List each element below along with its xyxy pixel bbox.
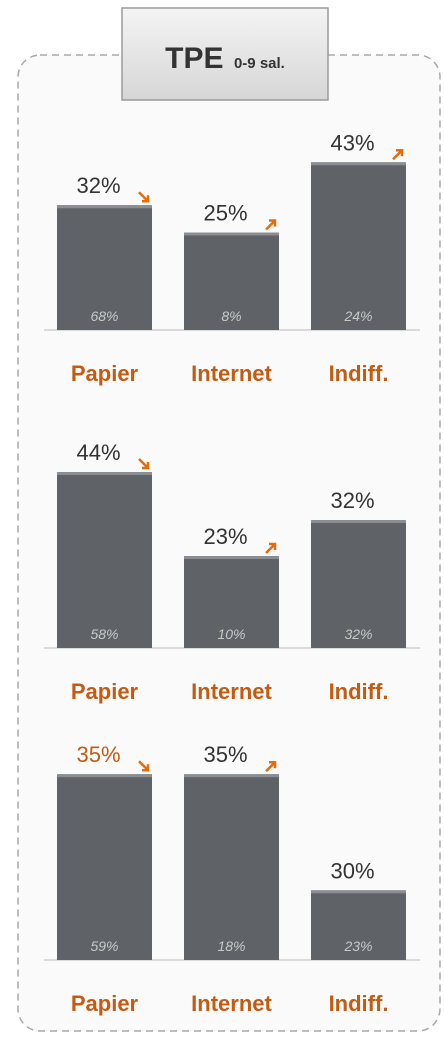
bar-top-edge bbox=[184, 774, 279, 778]
bar-top-edge bbox=[184, 232, 279, 236]
bar-top-edge bbox=[57, 472, 152, 475]
trend-arrow bbox=[265, 760, 277, 773]
inner-label: 23% bbox=[343, 938, 372, 954]
inner-label: 18% bbox=[217, 938, 245, 954]
value-label: 44% bbox=[76, 440, 120, 465]
bar bbox=[57, 205, 152, 330]
category-label: Papier bbox=[71, 361, 139, 386]
inner-label: 10% bbox=[217, 626, 245, 642]
category-label: Internet bbox=[191, 361, 272, 386]
bar-top-edge bbox=[311, 890, 406, 894]
category-label: Indiff. bbox=[329, 679, 389, 704]
value-label: 43% bbox=[330, 130, 374, 155]
category-label: Papier bbox=[71, 991, 139, 1016]
category-label: Indiff. bbox=[329, 361, 389, 386]
value-label: 35% bbox=[76, 742, 120, 767]
header-box bbox=[121, 7, 329, 101]
value-label: 32% bbox=[76, 173, 120, 198]
inner-label: 24% bbox=[343, 308, 372, 324]
bar bbox=[311, 162, 406, 330]
category-label: Indiff. bbox=[329, 991, 389, 1016]
trend-arrow bbox=[265, 219, 277, 231]
value-label: 25% bbox=[203, 201, 247, 226]
bar-top-edge bbox=[57, 774, 152, 778]
bar bbox=[57, 472, 152, 648]
inner-label: 32% bbox=[344, 626, 372, 642]
value-label: 32% bbox=[330, 488, 374, 513]
bar-top-edge bbox=[311, 520, 406, 523]
bar-top-edge bbox=[184, 556, 279, 559]
bar bbox=[311, 520, 406, 648]
bar bbox=[57, 774, 152, 960]
header-subtitle: 0-9 sal. bbox=[234, 55, 285, 72]
category-label: Papier bbox=[71, 679, 139, 704]
trend-arrow bbox=[138, 191, 150, 203]
trend-arrow bbox=[392, 149, 404, 161]
trend-arrow bbox=[138, 760, 150, 772]
bar-top-edge bbox=[311, 162, 406, 166]
trend-arrow bbox=[265, 542, 277, 554]
category-label: Internet bbox=[191, 991, 272, 1016]
bar-top-edge bbox=[57, 205, 152, 209]
value-label: 35% bbox=[203, 742, 247, 767]
trend-arrow bbox=[138, 458, 150, 470]
header-title: TPE bbox=[165, 42, 223, 75]
inner-label: 58% bbox=[90, 626, 118, 642]
bar bbox=[311, 890, 406, 960]
inner-label: 68% bbox=[90, 308, 118, 324]
value-label: 23% bbox=[203, 524, 247, 549]
header: TPE 0-9 sal. bbox=[165, 42, 285, 75]
inner-label: 59% bbox=[90, 938, 118, 954]
value-label: 30% bbox=[330, 858, 374, 883]
inner-label: 8% bbox=[221, 308, 241, 324]
category-label: Internet bbox=[191, 679, 272, 704]
bar bbox=[184, 556, 279, 648]
bar bbox=[184, 232, 279, 330]
bar bbox=[184, 774, 279, 960]
